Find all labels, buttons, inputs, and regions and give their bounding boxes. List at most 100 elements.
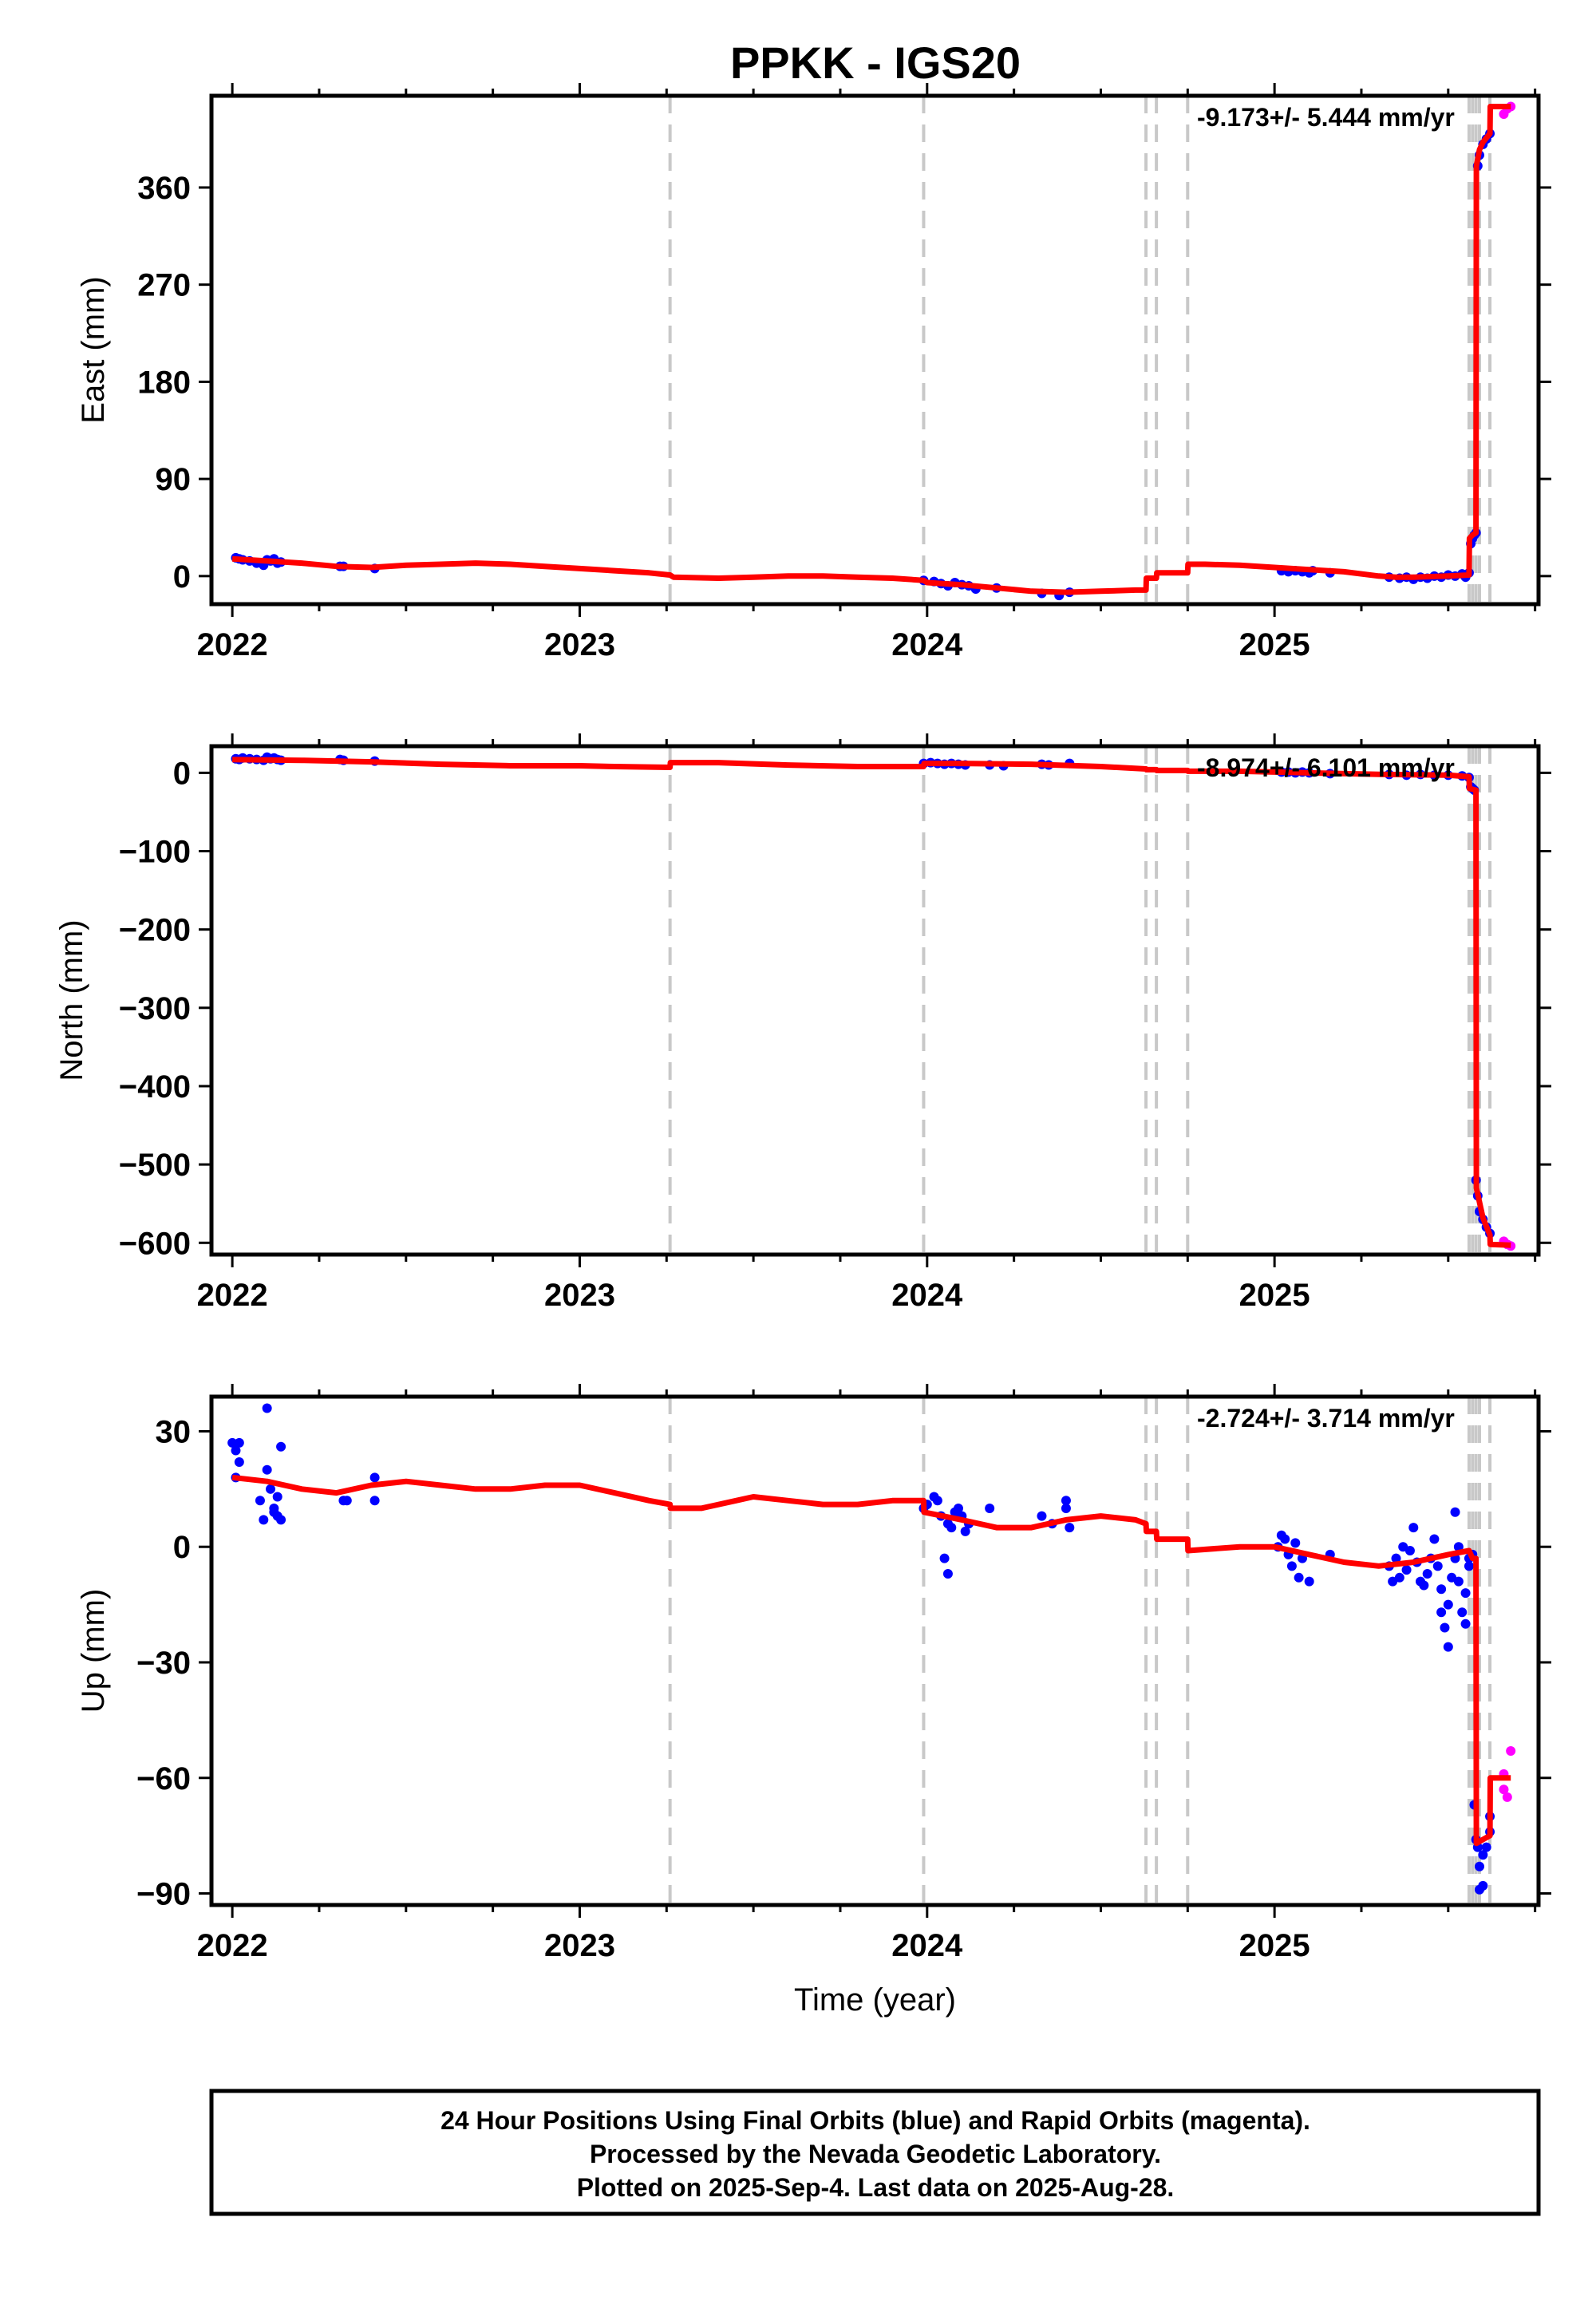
up-final-point-42 xyxy=(1280,1534,1290,1544)
up-y-tick-label-4: −90 xyxy=(136,1877,191,1912)
up-final-point-66 xyxy=(1436,1607,1447,1618)
east-y-tick-label-1: 90 xyxy=(156,462,192,497)
up-final-point-34 xyxy=(985,1503,995,1513)
north-plot-area xyxy=(231,746,1516,1255)
north-x-tick-label-1: 2023 xyxy=(544,1278,615,1313)
north-x-tick-label-3: 2025 xyxy=(1239,1278,1310,1313)
up-y-axis-label: Up (mm) xyxy=(76,1589,111,1713)
up-final-point-9 xyxy=(266,1484,276,1494)
up-final-point-18 xyxy=(369,1472,380,1483)
up-final-point-39 xyxy=(1065,1523,1075,1533)
up-final-point-76 xyxy=(1460,1588,1471,1599)
up-rapid-point-3 xyxy=(1506,1745,1516,1756)
east-x-tick-label-1: 2023 xyxy=(544,627,615,662)
up-x-tick-label-0: 2022 xyxy=(197,1928,268,1963)
up-y-tick-label-2: −30 xyxy=(136,1646,191,1681)
up-final-point-57 xyxy=(1408,1523,1419,1533)
up-final-point-86 xyxy=(1478,1880,1488,1891)
north-x-tick-label-0: 2022 xyxy=(197,1278,268,1313)
up-final-point-38 xyxy=(1061,1503,1071,1513)
east-y-tick-label-0: 0 xyxy=(173,559,191,595)
east-panel: 2022 2023 2024 2025 0 90 180 270 360 East (mm) -9.… xyxy=(76,83,1551,662)
up-final-point-46 xyxy=(1294,1572,1304,1583)
up-final-point-17 xyxy=(342,1496,352,1506)
up-x-axis-label: Time (year) xyxy=(794,1982,956,2018)
up-final-point-4 xyxy=(234,1437,244,1448)
north-frame xyxy=(209,744,1541,1257)
up-final-point-44 xyxy=(1286,1561,1297,1571)
up-final-point-28 xyxy=(946,1523,957,1533)
north-y-tick-label-0: 0 xyxy=(173,756,191,791)
up-y-tick-label-1: 0 xyxy=(173,1530,191,1565)
east-y-axis-label: East (mm) xyxy=(76,276,111,423)
up-final-point-19 xyxy=(369,1496,380,1506)
up-final-point-72 xyxy=(1450,1507,1460,1517)
north-model-line xyxy=(232,757,1511,1248)
up-final-point-68 xyxy=(1443,1599,1453,1610)
up-plot-area xyxy=(227,1397,1516,1905)
up-final-point-48 xyxy=(1304,1576,1314,1587)
up-x-tick-label-1: 2023 xyxy=(544,1928,615,1963)
up-final-point-52 xyxy=(1391,1553,1401,1563)
north-x-tick-label-2: 2024 xyxy=(891,1278,963,1313)
up-final-point-65 xyxy=(1436,1584,1447,1595)
up-final-point-30 xyxy=(953,1503,963,1513)
figure-title: PPKK - IGS20 xyxy=(730,38,1021,88)
up-rapid-point-1 xyxy=(1499,1784,1509,1795)
footer-line-2: Processed by the Nevada Geodetic Laborat… xyxy=(590,2140,1161,2168)
up-final-point-87 xyxy=(1478,1850,1488,1860)
east-y-tick-label-4: 360 xyxy=(137,171,191,206)
up-final-point-67 xyxy=(1440,1622,1450,1633)
east-frame xyxy=(209,93,1541,607)
up-final-point-45 xyxy=(1290,1538,1301,1548)
up-final-point-77 xyxy=(1460,1618,1471,1629)
up-final-point-60 xyxy=(1419,1580,1429,1591)
up-final-point-88 xyxy=(1481,1842,1491,1852)
north-y-tick-label-6: −600 xyxy=(119,1226,191,1261)
east-rate-label: -9.173+/- 5.444 mm/yr xyxy=(1197,103,1455,132)
up-final-point-56 xyxy=(1404,1546,1415,1556)
up-final-point-37 xyxy=(1061,1496,1071,1506)
footer-line-1: 24 Hour Positions Using Final Orbits (bl… xyxy=(440,2106,1310,2135)
up-final-point-6 xyxy=(259,1515,269,1525)
up-x-tick-label-3: 2025 xyxy=(1239,1928,1310,1963)
north-y-tick-label-4: −400 xyxy=(119,1069,191,1105)
panels: 2022 2023 2024 2025 0 90 180 270 360 East (mm) -9.… xyxy=(54,83,1551,2018)
footer-box: 24 Hour Positions Using Final Orbits (bl… xyxy=(209,2089,1541,2216)
east-plot-area xyxy=(231,96,1516,604)
north-y-tick-label-3: −300 xyxy=(119,991,191,1026)
north-rate-label: -8.974+/- 6.101 mm/yr xyxy=(1197,753,1455,782)
footer-line-3: Plotted on 2025-Sep-4. Last data on 2025… xyxy=(577,2173,1175,2202)
up-final-point-32 xyxy=(960,1526,970,1536)
north-y-axis-label: North (mm) xyxy=(54,919,89,1081)
up-frame xyxy=(209,1394,1541,1907)
east-x-tick-label-3: 2025 xyxy=(1239,627,1310,662)
east-x-tick-label-2: 2024 xyxy=(891,627,963,662)
up-y-tick-label-0: 30 xyxy=(156,1414,192,1449)
footer-frame xyxy=(209,2089,1541,2216)
east-y-tick-label-2: 180 xyxy=(137,365,191,400)
up-final-point-1 xyxy=(231,1445,241,1456)
up-final-point-61 xyxy=(1422,1568,1432,1579)
up-final-point-23 xyxy=(932,1496,942,1506)
up-final-point-26 xyxy=(942,1568,953,1579)
up-final-point-64 xyxy=(1432,1561,1443,1571)
up-final-point-15 xyxy=(276,1441,286,1452)
north-y-tick-label-5: −500 xyxy=(119,1148,191,1183)
up-final-point-74 xyxy=(1453,1576,1464,1587)
up-x-tick-label-2: 2024 xyxy=(891,1928,963,1963)
up-final-point-78 xyxy=(1464,1561,1474,1571)
up-final-point-12 xyxy=(272,1492,282,1502)
up-rate-label: -2.724+/- 3.714 mm/yr xyxy=(1197,1404,1455,1433)
up-final-point-35 xyxy=(1037,1511,1047,1521)
up-final-point-0 xyxy=(227,1437,238,1448)
up-final-point-69 xyxy=(1443,1642,1453,1652)
up-final-point-5 xyxy=(255,1496,265,1506)
up-panel: 2022 2023 2024 2025 30 0 −30 −60 −90 Up (mm) Time … xyxy=(76,1384,1551,2018)
north-y-tick-label-2: −200 xyxy=(119,913,191,948)
up-rapid-point-2 xyxy=(1502,1792,1512,1802)
up-final-point-8 xyxy=(262,1403,272,1413)
up-final-point-7 xyxy=(262,1464,272,1475)
east-model-line xyxy=(231,104,1511,595)
